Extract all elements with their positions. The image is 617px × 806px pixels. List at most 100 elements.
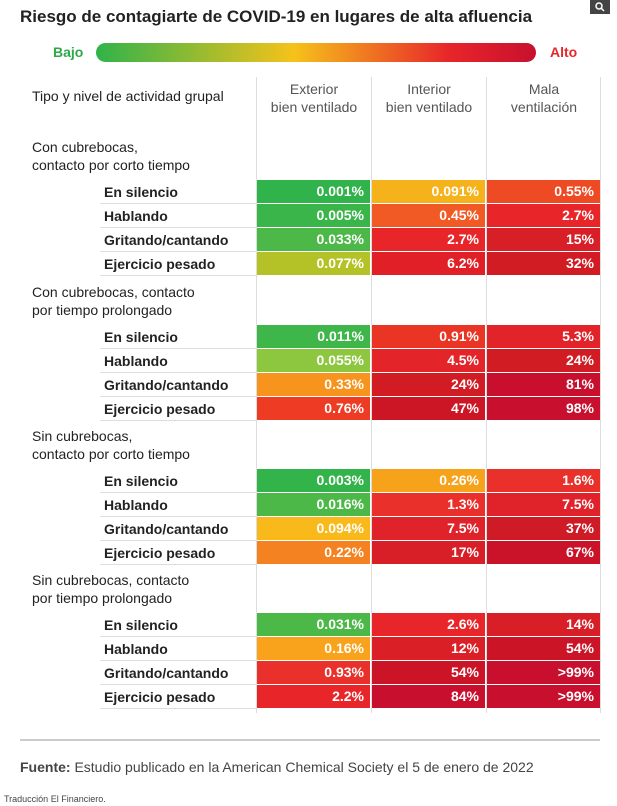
risk-cell: >99% [487,661,600,684]
row-label: Gritando/cantando [104,665,229,681]
column-header: Mala [528,81,560,97]
risk-cell: 98% [487,397,600,420]
risk-cell: 0.16% [257,637,370,660]
risk-cell: 0.93% [257,661,370,684]
risk-cell: 0.055% [257,349,370,372]
risk-cell: 37% [487,517,600,540]
risk-cell: 6.2% [372,252,485,275]
risk-cell: 0.001% [257,180,370,203]
risk-cell: 0.55% [487,180,600,203]
column-header: bien ventilado [385,99,473,115]
risk-cell: 1.3% [372,493,485,516]
credit: Traducción El Financiero. [4,794,106,804]
risk-cell: 0.033% [257,228,370,251]
risk-cell: 7.5% [372,517,485,540]
row-label: Hablando [104,641,168,657]
row-separator [100,660,257,661]
risk-cell: 17% [372,541,485,564]
risk-cell: 2.7% [487,204,600,227]
risk-cell: 2.7% [372,228,485,251]
risk-cell: 0.091% [372,180,485,203]
risk-cell: 81% [487,373,600,396]
risk-cell: 15% [487,228,600,251]
row-separator [100,396,257,397]
risk-cell: 0.031% [257,613,370,636]
risk-cell: 0.016% [257,493,370,516]
group-title: contacto por corto tiempo [32,446,190,462]
corner-label: Tipo y nivel de actividad grupal [32,88,224,104]
source-label: Fuente: [20,759,71,775]
row-separator [100,203,257,204]
column-header: ventilación [510,99,578,115]
risk-cell: 14% [487,613,600,636]
risk-cell: 12% [372,637,485,660]
risk-cell: 84% [372,685,485,708]
risk-cell: 5.3% [487,325,600,348]
scale-bar [96,43,536,62]
risk-cell: 4.5% [372,349,485,372]
risk-cell: 32% [487,252,600,275]
risk-cell: 0.003% [257,469,370,492]
group-title: Sin cubrebocas, contacto [32,572,190,588]
row-label: Ejercicio pesado [104,689,216,705]
risk-cell: 0.26% [372,469,485,492]
risk-cell: 0.22% [257,541,370,564]
row-label: Gritando/cantando [104,521,229,537]
row-label: Ejercicio pesado [104,256,216,272]
row-separator [100,275,257,276]
column-separator [600,77,601,713]
scale-low: Bajo [53,44,84,60]
row-separator [100,251,257,252]
column-header: Interior [407,81,451,97]
title: Riesgo de contagiarte de COVID-19 en lug… [20,7,533,26]
column-separator [371,77,372,713]
source: Fuente: Estudio publicado en la American… [20,759,534,775]
row-separator [100,372,257,373]
row-label: En silencio [104,184,178,200]
risk-cell: 0.005% [257,204,370,227]
risk-cell: 0.91% [372,325,485,348]
risk-cell: 0.011% [257,325,370,348]
row-separator [100,540,257,541]
row-separator [100,564,257,565]
divider [20,739,600,741]
row-label: Hablando [104,208,168,224]
group-title: Con cubrebocas, [32,139,138,155]
row-separator [100,227,257,228]
risk-cell: 54% [372,661,485,684]
risk-cell: 1.6% [487,469,600,492]
risk-cell: 24% [487,349,600,372]
column-separator [486,77,487,713]
risk-cell: 2.2% [257,685,370,708]
column-header: bien ventilado [270,99,358,115]
risk-cell: 0.094% [257,517,370,540]
row-separator [100,420,257,421]
group-title: Con cubrebocas, contacto [32,284,195,300]
row-label: Gritando/cantando [104,232,229,248]
group-title: por tiempo prolongado [32,302,173,318]
search-icon[interactable] [590,0,610,14]
risk-cell: 7.5% [487,493,600,516]
group-title: Sin cubrebocas, [32,428,133,444]
risk-cell: 0.76% [257,397,370,420]
row-label: Hablando [104,497,168,513]
risk-cell: 24% [372,373,485,396]
column-header: Exterior [289,81,339,97]
risk-cell: 54% [487,637,600,660]
row-label: Hablando [104,353,168,369]
risk-cell: 67% [487,541,600,564]
row-label: En silencio [104,473,178,489]
row-label: Gritando/cantando [104,377,229,393]
row-label: Ejercicio pesado [104,545,216,561]
risk-cell: 0.33% [257,373,370,396]
row-separator [100,684,257,685]
source-text: Estudio publicado en la American Chemica… [74,759,534,775]
row-label: En silencio [104,617,178,633]
risk-cell: 47% [372,397,485,420]
risk-cell: 2.6% [372,613,485,636]
risk-cell: >99% [487,685,600,708]
row-label: En silencio [104,329,178,345]
row-separator [100,516,257,517]
row-label: Ejercicio pesado [104,401,216,417]
